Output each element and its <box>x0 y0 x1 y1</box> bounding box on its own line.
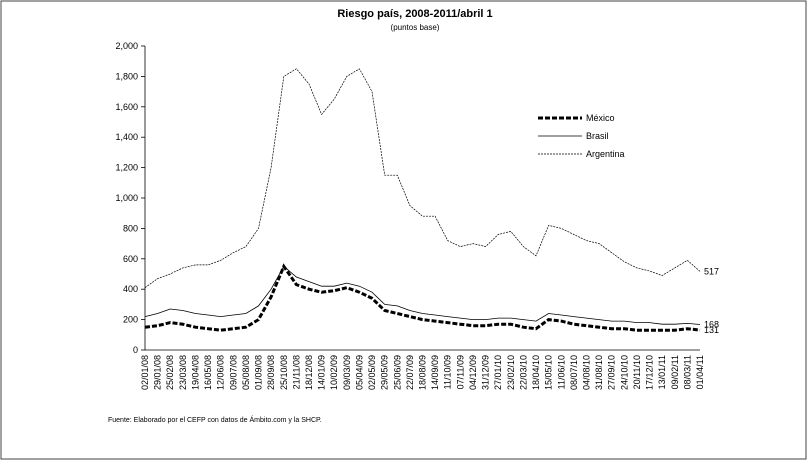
x-tick-label: 23/03/08 <box>178 355 188 390</box>
x-tick-label: 27/01/10 <box>493 355 503 390</box>
legend-label: Argentina <box>586 149 625 159</box>
x-tick-label: 01/04/11 <box>695 355 705 389</box>
y-tick-label: 1,000 <box>115 193 138 203</box>
x-tick-label: 08/07/10 <box>569 355 579 390</box>
x-tick-label: 13/01/11 <box>657 355 667 389</box>
legend-label: Brasil <box>586 131 609 141</box>
x-tick-label: 01/09/08 <box>254 355 264 390</box>
x-tick-label: 09/07/08 <box>228 355 238 390</box>
y-tick-label: 0 <box>133 345 138 355</box>
y-tick-label: 1,800 <box>115 71 138 81</box>
x-tick-label: 18/08/09 <box>418 355 428 390</box>
x-tick-label: 22/07/09 <box>405 355 415 390</box>
y-tick-label: 800 <box>123 223 138 233</box>
end-label: 168 <box>704 319 719 329</box>
x-tick-label: 20/11/10 <box>632 355 642 389</box>
y-tick-label: 400 <box>123 284 138 294</box>
x-tick-label: 23/02/10 <box>506 355 516 390</box>
end-label: 517 <box>704 266 719 276</box>
y-tick-label: 1,200 <box>115 163 138 173</box>
x-tick-label: 18/12/08 <box>304 355 314 390</box>
x-tick-label: 15/05/10 <box>544 355 554 390</box>
x-tick-label: 14/09/09 <box>430 355 440 390</box>
x-tick-label: 25/02/08 <box>165 355 175 390</box>
series-line <box>144 263 701 332</box>
y-tick-label: 200 <box>123 315 138 325</box>
x-tick-label: 28/09/08 <box>266 355 276 390</box>
x-tick-label: 25/06/09 <box>392 355 402 390</box>
x-tick-label: 11/10/09 <box>443 355 453 389</box>
series-line <box>144 265 701 325</box>
x-tick-label: 04/12/09 <box>468 355 478 390</box>
y-tick-label: 1,600 <box>115 102 138 112</box>
x-tick-label: 02/01/08 <box>140 355 150 390</box>
x-tick-label: 31/08/10 <box>594 355 604 390</box>
x-tick-label: 02/05/09 <box>367 355 377 390</box>
x-tick-label: 10/02/09 <box>329 355 339 390</box>
x-tick-label: 25/10/08 <box>279 355 289 390</box>
chart-title: Riesgo país, 2008-2011/abril 1 <box>337 8 492 20</box>
x-tick-label: 29/01/08 <box>153 355 163 390</box>
x-tick-label: 09/03/09 <box>342 355 352 390</box>
x-tick-label: 17/12/10 <box>645 355 655 390</box>
source-note: Fuente: Elaborado por el CEFP con datos … <box>108 415 322 424</box>
x-tick-label: 18/04/10 <box>531 355 541 390</box>
x-tick-label: 05/04/09 <box>354 355 364 390</box>
x-tick-label: 11/06/10 <box>556 355 566 389</box>
x-tick-label: 21/11/08 <box>291 355 301 389</box>
x-tick-label: 31/12/09 <box>481 355 491 390</box>
y-tick-label: 1,400 <box>115 132 138 142</box>
end-label: 131 <box>704 325 719 335</box>
x-tick-label: 24/10/10 <box>619 355 629 390</box>
x-tick-label: 27/09/10 <box>607 355 617 390</box>
x-tick-label: 19/04/08 <box>190 355 200 390</box>
legend-label: México <box>586 113 615 123</box>
x-tick-label: 14/01/09 <box>317 355 327 390</box>
x-tick-label: 04/08/10 <box>581 355 591 390</box>
series-line <box>144 68 701 288</box>
x-tick-label: 07/11/09 <box>455 355 465 389</box>
y-tick-label: 2,000 <box>115 41 138 51</box>
x-tick-label: 05/08/08 <box>241 355 251 390</box>
x-tick-label: 09/02/11 <box>670 355 680 389</box>
y-tick-label: 600 <box>123 254 138 264</box>
x-tick-label: 22/03/10 <box>518 355 528 390</box>
x-tick-label: 08/03/11 <box>682 355 692 389</box>
chart-subtitle: (puntos base) <box>391 23 440 32</box>
x-tick-label: 12/06/08 <box>216 355 226 390</box>
x-tick-label: 29/05/09 <box>380 355 390 390</box>
x-tick-label: 16/05/08 <box>203 355 213 390</box>
